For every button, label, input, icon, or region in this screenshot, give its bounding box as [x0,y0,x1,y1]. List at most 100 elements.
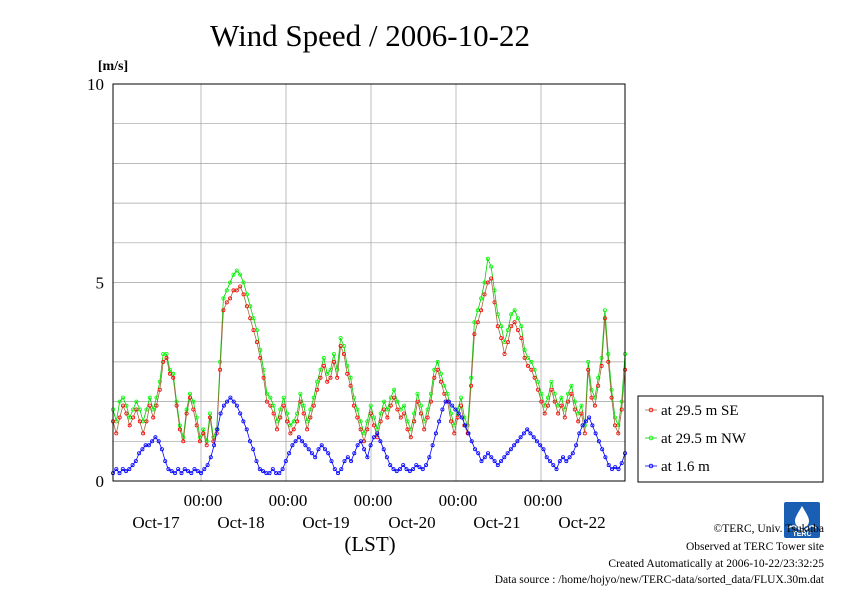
data-point [392,395,397,400]
footer-observed: Observed at TERC Tower site [686,541,824,553]
data-point [224,288,229,293]
data-point [505,328,510,333]
data-point [151,407,156,412]
data-point [394,469,399,474]
data-point [502,455,507,460]
data-point [606,359,611,364]
data-point [564,459,569,464]
data-point [308,407,313,412]
data-point [552,399,557,404]
data-point [244,304,249,309]
data-point [489,264,494,269]
data-point [392,387,397,392]
data-point [531,435,536,440]
x-tick-date-label: Oct-21 [473,513,520,532]
data-point [140,447,145,452]
data-point [368,443,373,448]
data-point [341,351,346,356]
data-point [303,443,308,448]
x-tick-time-label: 00:00 [269,491,308,510]
footer-credit: ©TERC, Univ. Tsukuba [714,523,824,535]
data-point [268,403,273,408]
x-tick-date-label: Oct-17 [132,513,180,532]
legend: at 29.5 m SE at 29.5 m NW at 1.6 m [637,395,824,483]
data-point [137,451,142,456]
data-point [184,407,189,412]
data-point [351,403,356,408]
footer-source: Data source : /home/hojyo/new/TERC-data/… [495,574,825,586]
data-point [179,471,184,476]
data-point [463,423,468,428]
data-point [388,463,393,468]
data-point [167,367,172,372]
data-point [194,423,199,428]
data-point [499,336,504,341]
data-point [382,399,387,404]
series-1 [111,256,628,444]
x-tick-time-label: 00:00 [439,491,478,510]
data-point [212,443,217,448]
data-point [418,411,423,416]
data-point [221,403,226,408]
data-point [616,467,621,472]
data-point [619,407,624,412]
data-point [163,459,168,464]
data-point [397,467,402,472]
data-point [238,284,243,289]
data-point [557,459,562,464]
data-point [306,447,311,452]
data-point [596,383,601,388]
data-point [195,469,200,474]
data-point [121,395,126,400]
data-point [446,399,451,404]
data-point [161,359,166,364]
data-point [541,447,546,452]
data-point [382,407,387,412]
data-point [278,407,283,412]
data-point [388,403,393,408]
data-point [587,415,592,420]
data-point [433,431,438,436]
data-point [258,355,263,360]
data-point [596,439,601,444]
data-point [609,387,614,392]
data-point [348,375,353,380]
data-point [247,439,252,444]
data-point [288,431,293,436]
data-point [362,447,367,452]
data-point [228,280,233,285]
data-point [385,415,390,420]
data-point [534,439,539,444]
data-point [576,419,581,424]
data-point [453,407,458,412]
data-point [120,467,125,472]
data-point [305,427,310,432]
series-line [112,396,626,474]
footer-created: Created Automatically at 2006-10-22/23:3… [608,558,824,570]
legend-item: at 29.5 m SE [645,403,739,419]
data-point [207,411,212,416]
data-point [544,455,549,460]
data-point [519,324,524,329]
data-point [257,467,262,472]
data-point [331,359,336,364]
data-point [281,395,286,400]
data-point [283,459,288,464]
data-point [552,391,557,396]
terc-logo-drop [795,506,809,528]
data-point [492,300,497,305]
data-point [174,403,179,408]
data-point [574,443,579,448]
data-point [234,288,239,293]
series-2 [111,395,628,476]
data-point [244,427,249,432]
x-tick-date-label: Oct-20 [388,513,435,532]
data-point [264,399,269,404]
data-point [391,467,396,472]
data-point [515,316,520,321]
data-point [151,415,156,420]
data-point [378,411,383,416]
data-point [567,455,572,460]
data-point [355,407,360,412]
